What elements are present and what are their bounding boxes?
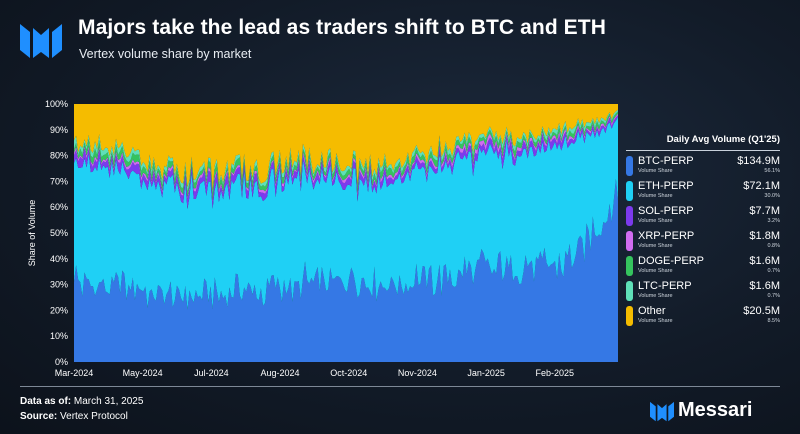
- source-note: Source: Vertex Protocol: [20, 411, 128, 422]
- legend-swatch: [626, 281, 633, 301]
- legend-divider: [626, 150, 780, 151]
- legend-name: DOGE-PERP: [638, 255, 705, 267]
- y-tick-label: 0%: [55, 357, 68, 367]
- x-tick-label: May-2024: [123, 368, 163, 378]
- x-tick-label: Jan-2025: [467, 368, 505, 378]
- legend-sublabel: Volume Share: [638, 193, 673, 199]
- y-tick-label: 70%: [50, 176, 68, 186]
- x-tick-label: Feb-2025: [536, 368, 575, 378]
- legend-item-sol-perp: SOL-PERP Volume Share $7.7M 3.2%: [626, 204, 780, 229]
- y-tick-label: 60%: [50, 202, 68, 212]
- x-tick-label: Nov-2024: [398, 368, 437, 378]
- legend-value: $1.6M: [749, 255, 780, 267]
- legend-name: Other: [638, 305, 666, 317]
- legend-value: $20.5M: [743, 305, 780, 317]
- date-label: Data as of:: [20, 396, 72, 407]
- y-axis-label: Share of Volume: [27, 200, 37, 267]
- legend: Daily Avg Volume (Q1'25) BTC-PERP Volume …: [626, 134, 780, 329]
- legend-item-other: Other Volume Share $20.5M 8.5%: [626, 304, 780, 329]
- stacked-areas: [74, 104, 618, 362]
- legend-share: 0.8%: [767, 243, 780, 249]
- y-tick-label: 30%: [50, 280, 68, 290]
- legend-item-ltc-perp: LTC-PERP Volume Share $1.6M 0.7%: [626, 279, 780, 304]
- chart-title: Majors take the lead as traders shift to…: [78, 16, 606, 39]
- legend-share: 8.5%: [767, 318, 780, 324]
- y-tick-label: 20%: [50, 305, 68, 315]
- legend-name: BTC-PERP: [638, 155, 694, 167]
- messari-brand-icon: [650, 401, 674, 422]
- brand-name: Messari: [678, 399, 753, 421]
- legend-swatch: [626, 231, 633, 251]
- legend-swatch: [626, 156, 633, 176]
- legend-share: 56.1%: [764, 168, 780, 174]
- legend-value: $134.9M: [737, 155, 780, 167]
- area-other: [74, 104, 618, 191]
- legend-name: LTC-PERP: [638, 280, 692, 292]
- legend-value: $1.8M: [749, 230, 780, 242]
- legend-value: $72.1M: [743, 180, 780, 192]
- legend-value: $7.7M: [749, 205, 780, 217]
- legend-item-doge-perp: DOGE-PERP Volume Share $1.6M 0.7%: [626, 254, 780, 279]
- x-tick-label: Jul-2024: [194, 368, 229, 378]
- area-btc-perp: [74, 178, 618, 362]
- legend-swatch: [626, 256, 633, 276]
- y-tick-label: 40%: [50, 254, 68, 264]
- legend-name: ETH-PERP: [638, 180, 694, 192]
- legend-name: XRP-PERP: [638, 230, 695, 242]
- legend-name: SOL-PERP: [638, 205, 694, 217]
- chart-subtitle: Vertex volume share by market: [79, 47, 252, 61]
- x-tick-label: Aug-2024: [261, 368, 300, 378]
- y-axis: 0% 10% 20% 30% 40% 50% 60% 70% 80% 90% 100%: [45, 99, 68, 367]
- legend-title: Daily Avg Volume (Q1'25): [666, 134, 780, 145]
- legend-sublabel: Volume Share: [638, 318, 673, 324]
- y-tick-label: 80%: [50, 151, 68, 161]
- x-tick-label: Oct-2024: [330, 368, 367, 378]
- messari-brand: Messari: [650, 399, 778, 422]
- footer-divider: [20, 386, 780, 387]
- legend-sublabel: Volume Share: [638, 293, 673, 299]
- legend-sublabel: Volume Share: [638, 168, 673, 174]
- legend-swatch: [626, 181, 633, 201]
- legend-sublabel: Volume Share: [638, 268, 673, 274]
- y-tick-label: 50%: [50, 228, 68, 238]
- legend-item-xrp-perp: XRP-PERP Volume Share $1.8M 0.8%: [626, 229, 780, 254]
- legend-item-eth-perp: ETH-PERP Volume Share $72.1M 30.0%: [626, 179, 780, 204]
- legend-value: $1.6M: [749, 280, 780, 292]
- source-label: Source:: [20, 411, 58, 422]
- x-axis: Mar-2024 May-2024 Jul-2024 Aug-2024 Oct-2024…: [55, 368, 574, 378]
- legend-item-btc-perp: BTC-PERP Volume Share $134.9M 56.1%: [626, 154, 780, 179]
- legend-swatch: [626, 306, 633, 326]
- y-tick-label: 90%: [50, 125, 68, 135]
- legend-share: 30.0%: [764, 193, 780, 199]
- x-tick-label: Mar-2024: [55, 368, 94, 378]
- date-note: Data as of: March 31, 2025: [20, 396, 143, 407]
- legend-swatch: [626, 206, 633, 226]
- legend-share: 0.7%: [767, 268, 780, 274]
- messari-logo-icon: [20, 24, 62, 58]
- source-value: Vertex Protocol: [60, 411, 128, 422]
- legend-share: 3.2%: [767, 218, 780, 224]
- legend-share: 0.7%: [767, 293, 780, 299]
- area-eth-perp: [74, 116, 618, 310]
- legend-sublabel: Volume Share: [638, 243, 673, 249]
- y-tick-label: 10%: [50, 331, 68, 341]
- legend-sublabel: Volume Share: [638, 218, 673, 224]
- legend-items: BTC-PERP Volume Share $134.9M 56.1% ETH-PERP…: [626, 154, 780, 329]
- date-value: March 31, 2025: [73, 396, 144, 407]
- y-tick-label: 100%: [45, 99, 68, 109]
